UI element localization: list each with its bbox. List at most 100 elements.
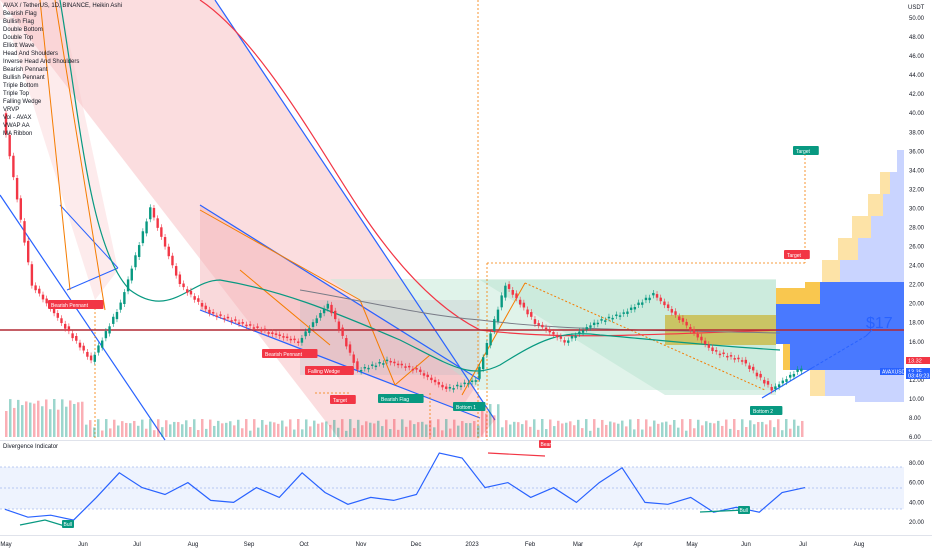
volume-bar bbox=[381, 426, 384, 437]
legend-item[interactable]: Bearish Flag bbox=[3, 11, 37, 17]
volume-bar bbox=[497, 404, 500, 437]
time-tick: 2023 bbox=[465, 542, 479, 548]
volume-bar bbox=[313, 420, 316, 437]
price-tick: 8.00 bbox=[909, 416, 921, 422]
legend-item[interactable]: Falling Wedge bbox=[3, 99, 42, 105]
volume-bar bbox=[521, 424, 524, 437]
candle-body bbox=[378, 361, 381, 364]
volume-bar bbox=[233, 425, 236, 437]
candle-body bbox=[345, 338, 348, 347]
volume-bar bbox=[153, 430, 156, 437]
osc-label-text: Bear bbox=[541, 442, 552, 448]
volume-bar bbox=[757, 422, 760, 437]
volume-bar bbox=[625, 426, 628, 437]
candle-body bbox=[23, 221, 26, 243]
legend-item[interactable]: Double Bottom bbox=[3, 27, 43, 33]
volume-bar bbox=[257, 427, 260, 437]
time-tick: Jul bbox=[133, 542, 141, 548]
candle-body bbox=[186, 289, 189, 293]
volume-bar bbox=[445, 419, 448, 437]
candle-body bbox=[692, 329, 696, 333]
candle-body bbox=[8, 134, 11, 157]
volume-bar bbox=[181, 424, 184, 437]
candle-body bbox=[633, 307, 637, 310]
time-tick: Mar bbox=[573, 542, 583, 548]
volume-bar bbox=[489, 404, 492, 437]
time-axis[interactable]: May Jun Jul Aug Sep Oct Nov Dec 2023 Feb Mar Apr May… bbox=[0, 542, 864, 548]
candle-body bbox=[467, 382, 470, 385]
volume-bar bbox=[137, 425, 140, 437]
volume-bar bbox=[761, 421, 764, 437]
candle-body bbox=[430, 377, 433, 381]
volume-bar bbox=[373, 423, 376, 437]
volume-bar bbox=[237, 419, 240, 437]
volume-bar bbox=[701, 425, 704, 437]
candle-body bbox=[789, 374, 792, 378]
legend-item[interactable]: Bullish Pennant bbox=[3, 75, 45, 81]
osc-tick: 40.00 bbox=[909, 500, 925, 506]
price-badge-text: 03:49:23 bbox=[908, 374, 929, 380]
candle-body bbox=[629, 307, 633, 310]
volume-bar bbox=[669, 424, 672, 437]
legend-item[interactable]: Bullish Flag bbox=[3, 19, 35, 25]
volume-bar bbox=[533, 419, 536, 437]
volume-bar bbox=[441, 430, 444, 437]
price-tick: 24.00 bbox=[909, 264, 925, 270]
volume-bar bbox=[57, 409, 60, 437]
volume-bar bbox=[709, 422, 712, 437]
candle-body bbox=[322, 308, 326, 314]
legend-item[interactable]: VRVP bbox=[3, 107, 20, 113]
volume-bar bbox=[273, 422, 276, 437]
candle-body bbox=[666, 304, 670, 309]
candle-body bbox=[777, 384, 781, 388]
price-axis[interactable]: 50.00 48.00 46.00 44.00 42.00 40.00 38.00 36.00… bbox=[909, 16, 925, 441]
price-tick: 22.00 bbox=[909, 283, 925, 289]
candle-body bbox=[167, 246, 170, 257]
pattern-label bbox=[793, 146, 819, 155]
candle-body bbox=[137, 245, 141, 257]
volume-bar bbox=[69, 400, 72, 437]
legend-item[interactable]: Bearish Pennant bbox=[3, 67, 48, 73]
volume-bar bbox=[209, 419, 212, 437]
legend-item[interactable]: Double Top bbox=[3, 35, 34, 41]
volume-bar bbox=[605, 424, 608, 437]
candle-body bbox=[126, 279, 130, 292]
legend-item[interactable]: Inverse Head And Shoulders bbox=[3, 59, 80, 65]
candle-body bbox=[511, 289, 514, 295]
candle-body bbox=[441, 384, 444, 388]
candle-body bbox=[407, 365, 411, 368]
volume-bar bbox=[545, 429, 548, 437]
legend-item[interactable]: Elliott Wave bbox=[3, 43, 35, 49]
pattern-label-text: Falling Wedge bbox=[308, 369, 340, 375]
legend-item[interactable]: MA Ribbon bbox=[3, 131, 33, 137]
volume-bar bbox=[53, 399, 56, 437]
legend-item[interactable]: Head And Shoulders bbox=[3, 51, 59, 57]
candle-body bbox=[618, 315, 622, 317]
time-tick: Oct bbox=[299, 542, 309, 548]
legend-item[interactable]: Triple Top bbox=[3, 91, 30, 97]
legend-item[interactable]: Triple Bottom bbox=[3, 83, 39, 89]
osc-divergence-line bbox=[487, 452, 546, 457]
candle-body bbox=[149, 207, 152, 220]
candle-body bbox=[474, 380, 477, 382]
legend-item[interactable]: Vol - AVAX bbox=[3, 115, 32, 121]
volume-bar bbox=[741, 419, 744, 437]
target-arrow-icon bbox=[865, 329, 873, 337]
volume-bar bbox=[117, 425, 120, 437]
volume-bar bbox=[453, 419, 456, 437]
time-tick: Feb bbox=[525, 542, 536, 548]
candle-body bbox=[544, 327, 548, 330]
legend-item[interactable]: VWAP AA bbox=[3, 123, 30, 129]
volume-bar bbox=[89, 420, 92, 437]
osc-tick: 60.00 bbox=[909, 481, 925, 487]
price-badge bbox=[906, 357, 930, 364]
volume-bar bbox=[269, 421, 272, 437]
candle-body bbox=[278, 334, 281, 336]
volume-bar bbox=[281, 420, 284, 437]
candle-body bbox=[396, 363, 400, 366]
candle-body bbox=[71, 333, 74, 339]
volume-bar bbox=[621, 420, 624, 437]
candle-body bbox=[744, 359, 748, 364]
candle-body bbox=[770, 386, 773, 391]
